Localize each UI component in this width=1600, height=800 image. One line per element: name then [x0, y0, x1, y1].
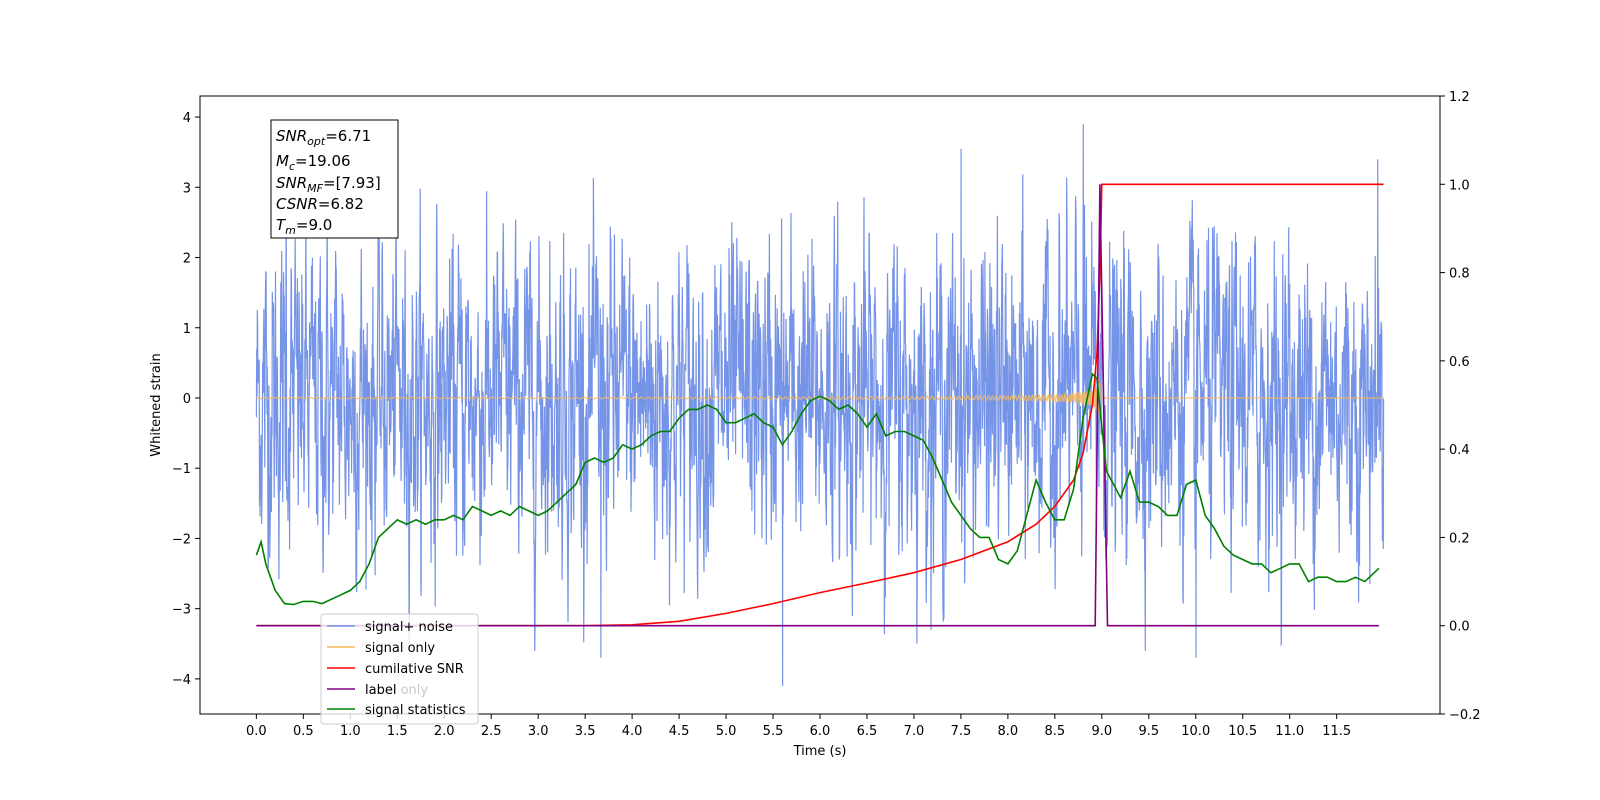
- legend-label-cumulative-snr: cumilative SNR: [365, 662, 464, 677]
- y2-tick-label-5: 0.8: [1449, 267, 1470, 282]
- signal-statistics-line: [255, 372, 1380, 606]
- x-tick-label-14: 7.0: [904, 724, 925, 739]
- x-tick-label-20: 10.0: [1181, 724, 1210, 739]
- signal-noise-series: [255, 124, 1385, 686]
- y-tick-label-3: −1: [172, 462, 191, 477]
- stat-snr-mf: SNRMF=[7.93]: [276, 174, 381, 195]
- stat-csnr: CSNR=6.82: [276, 195, 364, 213]
- x-tick-label-12: 6.0: [810, 724, 831, 739]
- signal-noise-line: [255, 124, 1385, 686]
- signal-only-line: [256, 379, 1384, 416]
- x-tick-label-9: 4.5: [669, 724, 690, 739]
- y2-tick-label-2: 0.2: [1449, 531, 1470, 546]
- legend-label-label: label: [365, 683, 396, 698]
- y-axis-label: Whitened strain: [149, 353, 164, 456]
- y-axis-right: −0.2 0.0 0.2 0.4 0.6 0.8 1.0 1.2: [1440, 90, 1481, 723]
- y2-tick-label-0: −0.2: [1449, 708, 1481, 723]
- legend: signal+ noise signal only cumilative SNR…: [320, 613, 479, 725]
- label-line: [256, 184, 1379, 627]
- x-tick-label-23: 11.5: [1322, 724, 1351, 739]
- x-tick-label-16: 8.0: [998, 724, 1019, 739]
- x-tick-label-7: 3.5: [575, 724, 596, 739]
- x-tick-label-19: 9.5: [1138, 724, 1159, 739]
- x-tick-label-22: 11.0: [1275, 724, 1304, 739]
- x-tick-label-1: 0.5: [293, 724, 314, 739]
- legend-label-signal-statistics: signal statistics: [365, 703, 466, 718]
- y2-tick-label-3: 0.4: [1449, 443, 1470, 458]
- y-tick-label-2: −2: [172, 532, 191, 547]
- x-tick-label-4: 2.0: [434, 724, 455, 739]
- y2-tick-label-4: 0.6: [1449, 355, 1470, 370]
- y-axis-left: −4 −3 −2 −1 0 1 2 3 4: [172, 111, 200, 688]
- y-tick-label-7: 3: [183, 181, 191, 196]
- stat-tm: Tm=9.0: [276, 216, 332, 237]
- x-tick-label-10: 5.0: [716, 724, 737, 739]
- x-axis-label: Time (s): [793, 744, 847, 759]
- x-axis: 0.0 0.5 1.0 1.5 2.0 2.5 3.0 3.5 4.0 4.5 5.0 5.5 6.0 6…: [246, 714, 1351, 739]
- x-tick-label-0: 0.0: [246, 724, 267, 739]
- stats-box: SNRopt=6.71 Mc=19.06 SNRMF=[7.93] CSNR=6…: [270, 119, 399, 239]
- x-tick-label-17: 8.5: [1045, 724, 1066, 739]
- legend-label-signal-only: signal only: [365, 641, 435, 656]
- y2-tick-label-1: 0.0: [1449, 620, 1470, 635]
- y-tick-label-4: 0: [183, 392, 191, 407]
- x-tick-label-8: 4.0: [622, 724, 643, 739]
- label-series: [256, 184, 1379, 627]
- x-tick-label-15: 7.5: [951, 724, 972, 739]
- stat-mc: Mc=19.06: [276, 152, 351, 173]
- y2-tick-label-6: 1.0: [1449, 178, 1470, 193]
- y-tick-label-5: 1: [183, 322, 191, 337]
- x-tick-label-21: 10.5: [1228, 724, 1257, 739]
- stat-snr-opt: SNRopt=6.71: [276, 127, 371, 148]
- legend-label-signal-noise: signal+ noise: [365, 620, 453, 635]
- legend-frame: [320, 613, 479, 725]
- signal-statistics-series: [255, 372, 1380, 606]
- x-tick-label-11: 5.5: [763, 724, 784, 739]
- y-tick-label-8: 4: [183, 111, 191, 126]
- y-tick-label-6: 2: [183, 252, 191, 267]
- stats-box-frame: [270, 119, 399, 239]
- x-tick-label-2: 1.0: [340, 724, 361, 739]
- x-tick-label-18: 9.0: [1091, 724, 1112, 739]
- x-tick-label-13: 6.5: [857, 724, 878, 739]
- legend-label-label-only: label only: [365, 683, 428, 698]
- y-tick-label-1: −3: [172, 603, 191, 618]
- y-tick-label-0: −4: [172, 673, 191, 688]
- x-tick-label-6: 3.0: [528, 724, 549, 739]
- x-tick-label-3: 1.5: [387, 724, 408, 739]
- signal-only-series: [256, 379, 1384, 416]
- x-tick-label-5: 2.5: [481, 724, 502, 739]
- y2-tick-label-7: 1.2: [1449, 90, 1470, 105]
